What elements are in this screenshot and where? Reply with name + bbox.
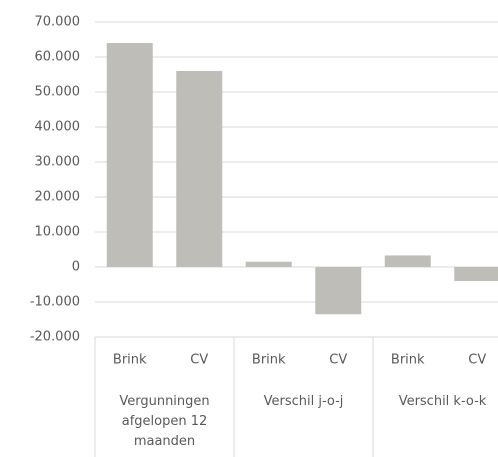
y-tick-label: 20.000 xyxy=(35,190,81,205)
y-tick-label: 70.000 xyxy=(35,15,81,30)
group-label: Vergunningen afgelopen 12 maanden xyxy=(119,394,210,449)
x-tick-label: Brink xyxy=(252,353,286,368)
y-tick-label: 10.000 xyxy=(35,225,81,240)
y-tick-label: 40.000 xyxy=(35,120,81,135)
bar xyxy=(384,255,431,267)
y-tick-label: 60.000 xyxy=(35,50,81,65)
y-tick-label: -10.000 xyxy=(30,295,80,310)
y-tick-label: -20.000 xyxy=(30,330,80,345)
x-tick-label: Brink xyxy=(113,353,147,368)
x-tick-label: Brink xyxy=(391,353,425,368)
y-tick-label: 50.000 xyxy=(35,85,81,100)
group-label: Verschil j-o-j xyxy=(263,394,344,409)
bar xyxy=(245,261,292,267)
group-label: Verschil k-o-k xyxy=(398,394,487,409)
y-tick-label: 0 xyxy=(72,260,80,275)
x-tick-label: CV xyxy=(329,353,347,368)
bar xyxy=(454,267,498,281)
x-tick-label: CV xyxy=(468,353,486,368)
bar xyxy=(315,267,362,315)
x-tick-label: CV xyxy=(190,353,208,368)
y-tick-label: 30.000 xyxy=(35,155,81,170)
bar xyxy=(106,43,153,267)
bar xyxy=(176,71,223,267)
